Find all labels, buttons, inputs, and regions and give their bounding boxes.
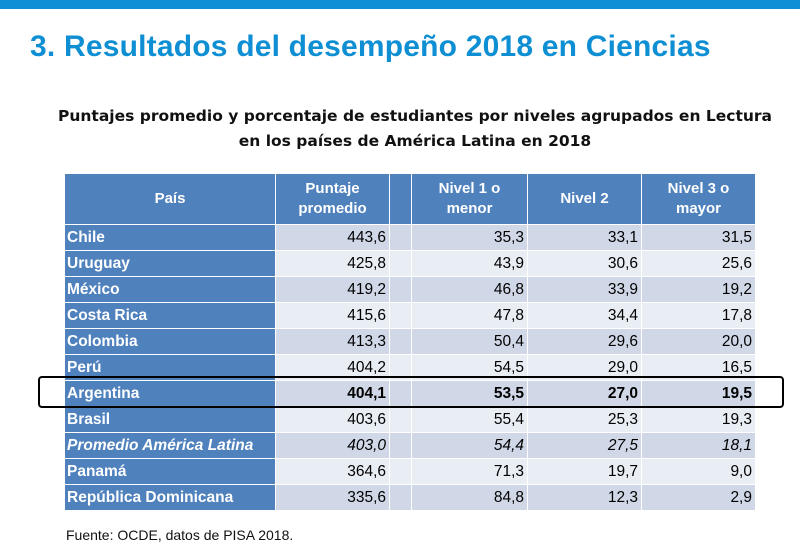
header-level-2: Nivel 2	[527, 173, 642, 225]
spacer-cell	[389, 302, 412, 329]
level-2-cell: 25,3	[527, 406, 642, 433]
results-table: País Puntaje promedio Nivel 1 o menor Nive…	[64, 173, 756, 511]
level-1-cell: 43,9	[411, 250, 528, 277]
header-spacer	[389, 173, 412, 225]
level-1-cell: 55,4	[411, 406, 528, 433]
spacer-cell	[389, 276, 412, 303]
level-2-cell: 12,3	[527, 484, 642, 511]
table-caption-line-2: en los países de América Latina en 2018	[238, 132, 592, 150]
table-row: República Dominicana 335,6 84,8 12,3 2,9	[64, 484, 756, 511]
country-cell: Costa Rica	[64, 302, 276, 329]
spacer-cell	[389, 380, 412, 407]
table-body: Chile 443,6 35,3 33,1 31,5 Uruguay 425,8 43,9 30…	[64, 224, 756, 511]
table-row: Argentina 404,1 53,5 27,0 19,5	[64, 380, 756, 407]
level-1-cell: 47,8	[411, 302, 528, 329]
header-level-3-or-above: Nivel 3 o mayor	[641, 173, 756, 225]
level-2-cell: 33,9	[527, 276, 642, 303]
country-cell: Promedio América Latina	[64, 432, 276, 459]
level-3-cell: 9,0	[641, 458, 756, 485]
country-cell: Chile	[64, 224, 276, 251]
table-caption: Puntajes promedio y porcentaje de estudi…	[40, 104, 790, 154]
level-2-cell: 27,5	[527, 432, 642, 459]
level-2-cell: 19,7	[527, 458, 642, 485]
top-accent-bar	[0, 0, 800, 9]
table-caption-line-1: Puntajes promedio y porcentaje de estudi…	[57, 107, 772, 125]
level-2-cell: 29,6	[527, 328, 642, 355]
spacer-cell	[389, 458, 412, 485]
table-row: Chile 443,6 35,3 33,1 31,5	[64, 224, 756, 251]
level-3-cell: 16,5	[641, 354, 756, 381]
spacer-cell	[389, 224, 412, 251]
header-average-score: Puntaje promedio	[275, 173, 390, 225]
level-3-cell: 2,9	[641, 484, 756, 511]
country-cell: Perú	[64, 354, 276, 381]
spacer-cell	[389, 406, 412, 433]
level-3-cell: 17,8	[641, 302, 756, 329]
level-1-cell: 54,4	[411, 432, 528, 459]
level-1-cell: 71,3	[411, 458, 528, 485]
country-cell: Panamá	[64, 458, 276, 485]
score-cell: 443,6	[275, 224, 390, 251]
level-3-cell: 19,3	[641, 406, 756, 433]
spacer-cell	[389, 432, 412, 459]
table-row: México 419,2 46,8 33,9 19,2	[64, 276, 756, 303]
level-1-cell: 54,5	[411, 354, 528, 381]
level-2-cell: 33,1	[527, 224, 642, 251]
score-cell: 364,6	[275, 458, 390, 485]
level-3-cell: 31,5	[641, 224, 756, 251]
level-2-cell: 30,6	[527, 250, 642, 277]
header-country: País	[64, 173, 276, 225]
score-cell: 415,6	[275, 302, 390, 329]
level-1-cell: 46,8	[411, 276, 528, 303]
country-cell: Uruguay	[64, 250, 276, 277]
level-1-cell: 53,5	[411, 380, 528, 407]
score-cell: 403,0	[275, 432, 390, 459]
level-3-cell: 25,6	[641, 250, 756, 277]
score-cell: 419,2	[275, 276, 390, 303]
table-row: Promedio América Latina 403,0 54,4 27,5 18,1	[64, 432, 756, 459]
table-row: Brasil 403,6 55,4 25,3 19,3	[64, 406, 756, 433]
table-row: Perú 404,2 54,5 29,0 16,5	[64, 354, 756, 381]
country-cell: República Dominicana	[64, 484, 276, 511]
level-3-cell: 19,5	[641, 380, 756, 407]
header-level-1-or-below: Nivel 1 o menor	[411, 173, 528, 225]
level-1-cell: 84,8	[411, 484, 528, 511]
level-1-cell: 35,3	[411, 224, 528, 251]
spacer-cell	[389, 328, 412, 355]
table-row: Panamá 364,6 71,3 19,7 9,0	[64, 458, 756, 485]
level-3-cell: 19,2	[641, 276, 756, 303]
level-2-cell: 27,0	[527, 380, 642, 407]
score-cell: 404,2	[275, 354, 390, 381]
spacer-cell	[389, 354, 412, 381]
level-3-cell: 18,1	[641, 432, 756, 459]
level-1-cell: 50,4	[411, 328, 528, 355]
slide-title: 3. Resultados del desempeño 2018 en Cien…	[30, 30, 711, 63]
score-cell: 335,6	[275, 484, 390, 511]
spacer-cell	[389, 484, 412, 511]
score-cell: 404,1	[275, 380, 390, 407]
level-2-cell: 29,0	[527, 354, 642, 381]
score-cell: 413,3	[275, 328, 390, 355]
country-cell: México	[64, 276, 276, 303]
table-row: Uruguay 425,8 43,9 30,6 25,6	[64, 250, 756, 277]
score-cell: 425,8	[275, 250, 390, 277]
table-row: Colombia 413,3 50,4 29,6 20,0	[64, 328, 756, 355]
source-note: Fuente: OCDE, datos de PISA 2018.	[66, 527, 294, 543]
table-header-row: País Puntaje promedio Nivel 1 o menor Nive…	[64, 173, 756, 225]
level-3-cell: 20,0	[641, 328, 756, 355]
table-row: Costa Rica 415,6 47,8 34,4 17,8	[64, 302, 756, 329]
level-2-cell: 34,4	[527, 302, 642, 329]
country-cell: Colombia	[64, 328, 276, 355]
score-cell: 403,6	[275, 406, 390, 433]
spacer-cell	[389, 250, 412, 277]
country-cell: Brasil	[64, 406, 276, 433]
country-cell: Argentina	[64, 380, 276, 407]
